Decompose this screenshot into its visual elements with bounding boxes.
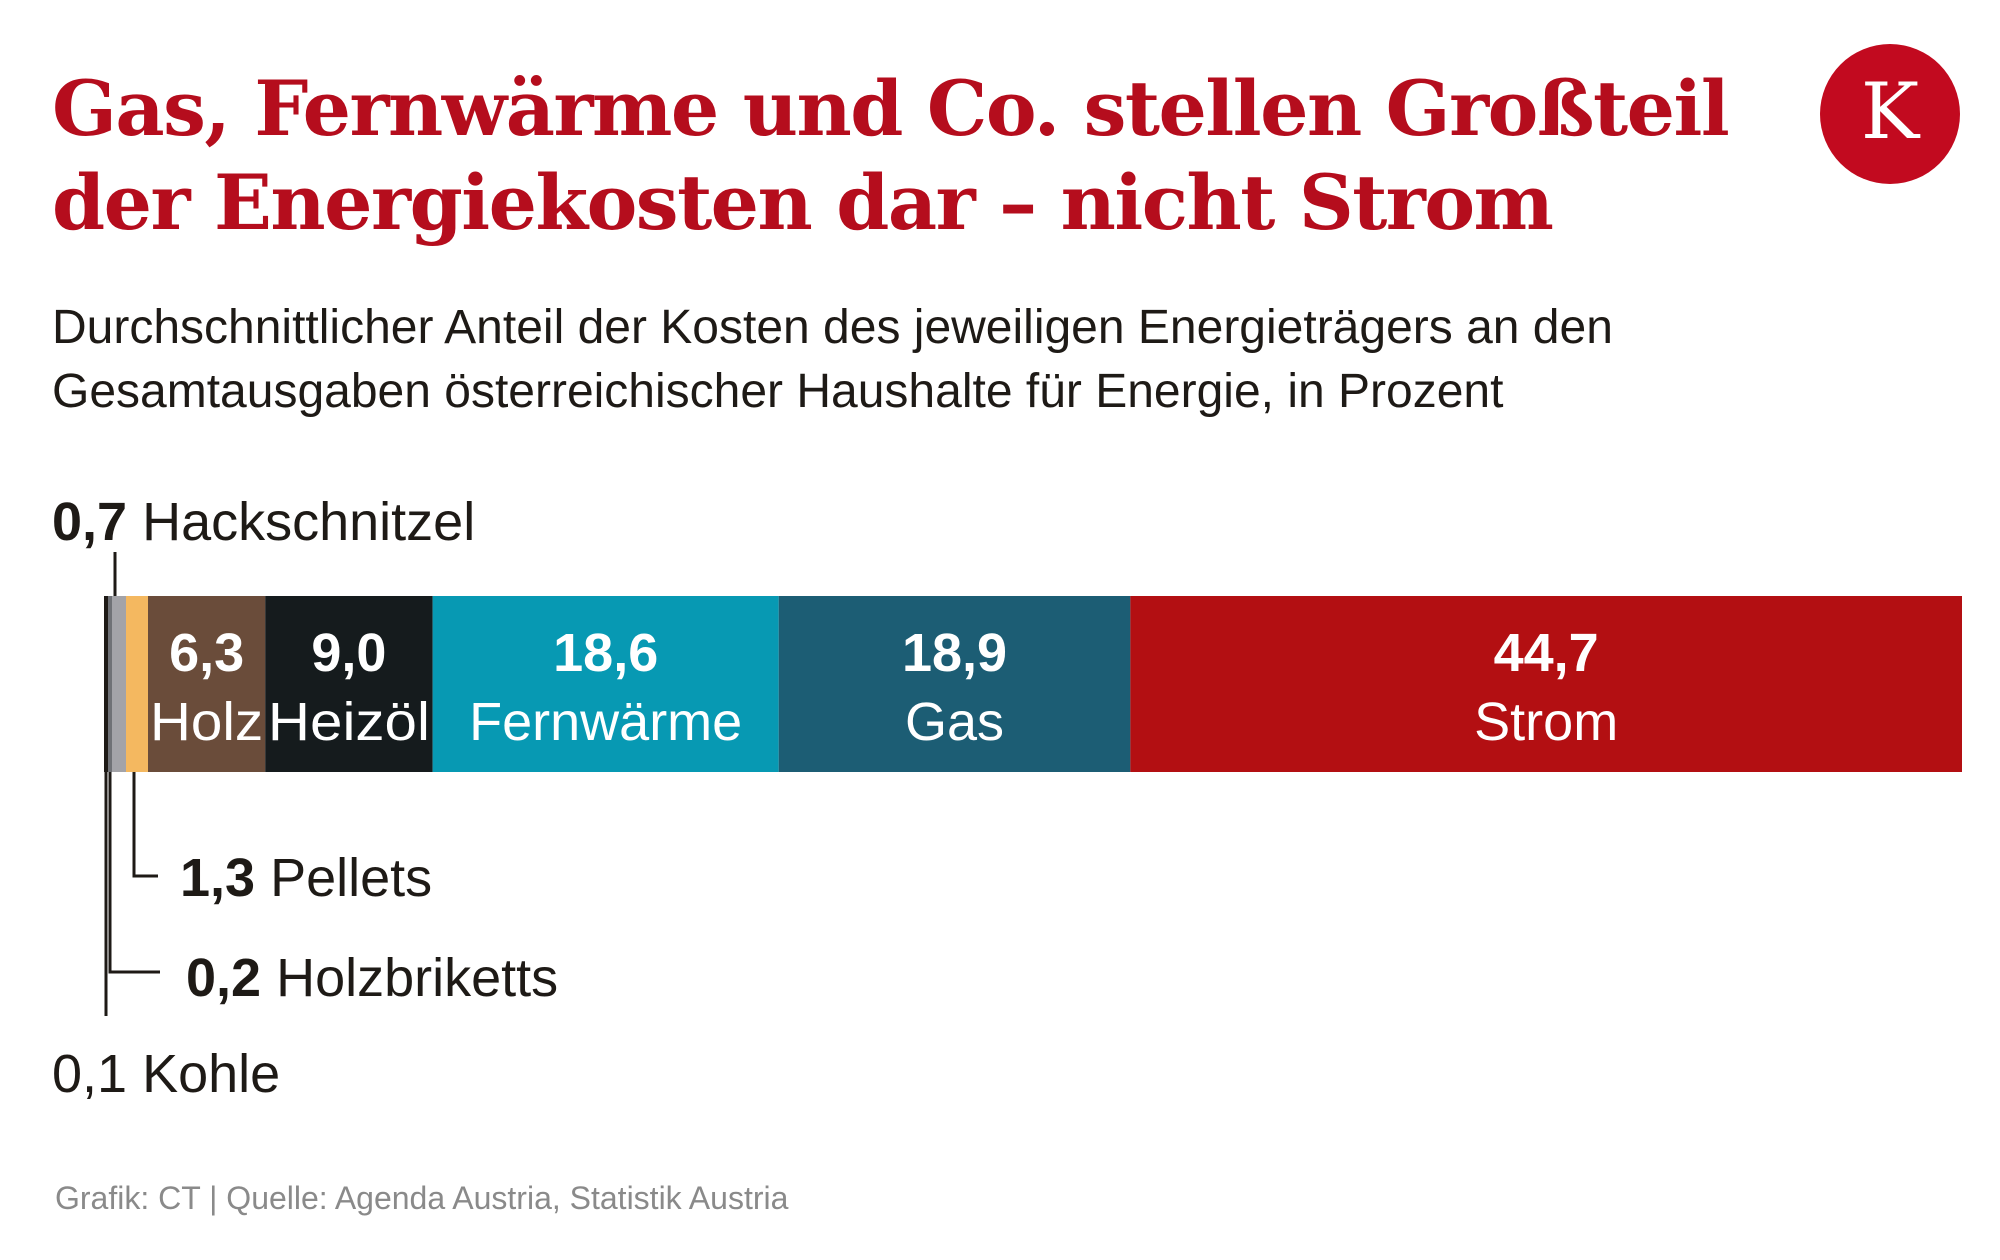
category-label-strom: Strom: [1474, 692, 1618, 752]
category-label-holz: Holz: [150, 692, 263, 752]
outside-name-kohle: Kohle: [127, 1044, 280, 1104]
category-label-heizoel: Heizöl: [268, 692, 430, 752]
bar-segment-kohle: [104, 596, 108, 772]
outside-label-holzbriketts: 0,2 Holzbriketts: [186, 948, 558, 1008]
chart-title-line-1: Gas, Fernwärme und Co. stellen Großteil: [52, 64, 1730, 153]
chart-title-line-2: der Energiekosten dar – nicht Strom: [52, 158, 1554, 247]
chart-subtitle-line-2: Gesamtausgaben österreichischer Haushalt…: [52, 365, 1504, 418]
chart-subtitle: Durchschnittlicher Anteil der Kosten des…: [52, 296, 1912, 424]
bar-segment-holzbriketts: [108, 596, 112, 772]
bar-segment-pellets: [126, 596, 148, 772]
outside-value-kohle: 0,1: [52, 1044, 127, 1104]
bar-segment-gas: [778, 596, 1131, 772]
outside-value-pellets: 1,3: [180, 848, 255, 908]
stacked-bar-chart: 6,3 Holz 9,0 Heizöl 18,6 Fernwärme 18,9 Gas 44,7…: [52, 492, 1962, 1104]
bar-segment-holz: [148, 596, 266, 772]
outside-name-pellets: Pellets: [255, 848, 432, 908]
outside-value-hackschnitzel: 0,7: [52, 492, 127, 552]
value-label-strom: 44,7: [1494, 623, 1599, 683]
outside-name-holzbriketts: Holzbriketts: [261, 948, 558, 1008]
publisher-logo-letter: K: [1860, 67, 1920, 157]
chart-subtitle-line-1: Durchschnittlicher Anteil der Kosten des…: [52, 301, 1613, 354]
leader-line-pellets: [132, 772, 158, 878]
chart-title: Gas, Fernwärme und Co. stellen Großteil …: [52, 62, 1772, 250]
value-label-holz: 6,3: [169, 623, 244, 683]
bar-segment-hackschnitzel: [112, 596, 126, 772]
source-note: Grafik: CT | Quelle: Agenda Austria, Sta…: [55, 1180, 789, 1216]
category-label-gas: Gas: [905, 692, 1004, 752]
outside-name-hackschnitzel: Hackschnitzel: [127, 492, 475, 552]
category-label-fernwaerme: Fernwärme: [469, 692, 742, 752]
bar-segment-fernwaerme: [432, 596, 779, 772]
value-label-fernwaerme: 18,6: [553, 623, 658, 683]
outside-value-holzbriketts: 0,2: [186, 948, 261, 1008]
outside-label-kohle: 0,1 Kohle: [52, 1044, 280, 1104]
bar-segment-strom: [1130, 596, 1962, 772]
leader-line-holzbriketts: [108, 772, 160, 974]
value-label-heizoel: 9,0: [311, 623, 386, 683]
value-label-gas: 18,9: [902, 623, 1007, 683]
bar-segment-heizoel: [265, 596, 433, 772]
outside-label-hackschnitzel: 0,7 Hackschnitzel: [52, 492, 475, 552]
publisher-logo: K: [1820, 44, 1960, 184]
outside-label-pellets: 1,3 Pellets: [180, 848, 432, 908]
